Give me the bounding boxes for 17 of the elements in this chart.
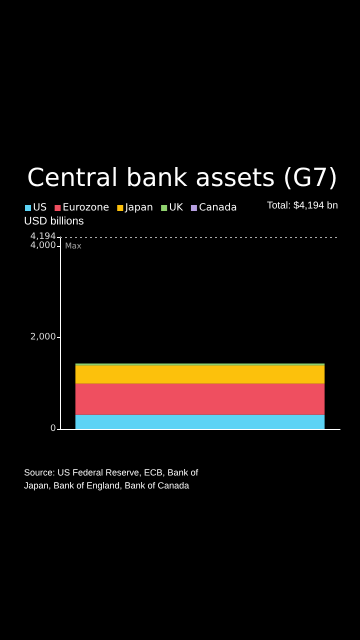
chart-title: Central bank assets (G7) (27, 163, 338, 192)
y-tick-label: 0 (50, 424, 56, 434)
legend-label: UK (169, 202, 184, 214)
legend-label: Eurozone (62, 202, 110, 214)
bar (75, 414, 325, 429)
ref-line-label: Max (65, 242, 82, 250)
bar (75, 365, 325, 384)
y-tick-label: 2,000 (30, 332, 56, 342)
bar (75, 384, 325, 415)
y-axis-title: USD billions (24, 216, 84, 228)
source-note: Source: US Federal Reserve, ECB, Bank of Japan, Bank of England, Bank of Canada (24, 468, 201, 490)
text: Total: $4,194 bn (266, 200, 338, 212)
y-tick-label: 4,000 (30, 240, 56, 251)
legend-label: Japan (124, 202, 154, 214)
legend-label: Canada (198, 202, 238, 214)
legend-label: US (33, 202, 47, 214)
y-tick-label: 4,194 (30, 232, 56, 242)
